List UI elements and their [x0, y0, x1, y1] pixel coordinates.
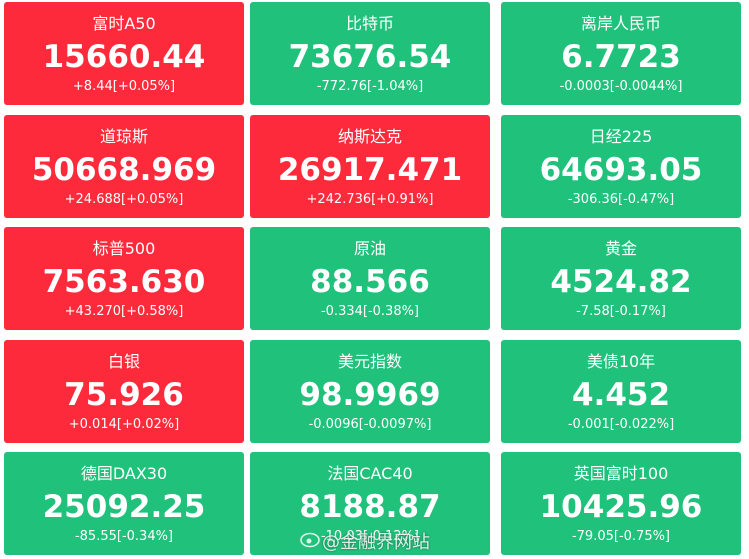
- tile-value: 98.9969: [299, 377, 441, 413]
- tile-change: -0.001[-0.022%]: [567, 417, 675, 432]
- tile-name: 离岸人民币: [580, 14, 661, 33]
- tile-change: -7.58[-0.17%]: [576, 304, 666, 319]
- market-tile: 美债10年 4.452 -0.001[-0.022%]: [501, 340, 741, 443]
- tile-change: +24.688[+0.05%]: [64, 192, 184, 207]
- tile-value: 7563.630: [42, 264, 206, 300]
- tile-value: 4.452: [571, 377, 671, 413]
- market-tile: 白银 75.926 +0.014[+0.02%]: [4, 340, 244, 443]
- tile-change: -10.03[-0.12%]: [320, 529, 420, 544]
- tile-change: -79.05[-0.75%]: [571, 529, 671, 544]
- tile-value: 64693.05: [539, 152, 703, 188]
- watermark: @金融界网站: [322, 532, 430, 553]
- tile-name: 富时A50: [92, 14, 156, 33]
- market-tile: 标普500 7563.630 +43.270[+0.58%]: [4, 227, 244, 330]
- tile-value: 75.926: [64, 377, 184, 413]
- tile-value: 25092.25: [42, 489, 206, 525]
- tile-change: -85.55[-0.34%]: [74, 529, 174, 544]
- tile-change: +8.44[+0.05%]: [72, 79, 176, 94]
- watermark-icon: [300, 532, 320, 548]
- tile-change: -772.76[-1.04%]: [316, 79, 424, 94]
- tile-name: 美债10年: [586, 352, 656, 371]
- tile-value: 8188.87: [299, 489, 441, 525]
- tile-change: +43.270[+0.58%]: [64, 304, 184, 319]
- market-tile: 法国CAC40 8188.87 -10.03[-0.12%]: [250, 452, 490, 555]
- tile-name: 法国CAC40: [327, 464, 413, 483]
- tile-change: +0.014[+0.02%]: [68, 417, 180, 432]
- tile-change: -0.334[-0.38%]: [320, 304, 420, 319]
- tile-name: 比特币: [345, 14, 394, 33]
- tile-change: +242.736[+0.91%]: [306, 192, 434, 207]
- market-tile: 道琼斯 50668.969 +24.688[+0.05%]: [4, 115, 244, 218]
- tile-value: 73676.54: [288, 39, 452, 75]
- tile-change: -0.0003[-0.0044%]: [559, 79, 683, 94]
- market-tile: 美元指数 98.9969 -0.0096[-0.0097%]: [250, 340, 490, 443]
- tile-value: 26917.471: [277, 152, 463, 188]
- tile-name: 黄金: [604, 239, 637, 258]
- market-tile: 黄金 4524.82 -7.58[-0.17%]: [501, 227, 741, 330]
- tile-name: 原油: [353, 239, 386, 258]
- tile-name: 标普500: [92, 239, 156, 258]
- market-tile: 纳斯达克 26917.471 +242.736[+0.91%]: [250, 115, 490, 218]
- tile-value: 15660.44: [42, 39, 206, 75]
- market-tile: 英国富时100 10425.96 -79.05[-0.75%]: [501, 452, 741, 555]
- tile-name: 美元指数: [337, 352, 402, 371]
- market-tile: 比特币 73676.54 -772.76[-1.04%]: [250, 2, 490, 105]
- tile-name: 德国DAX30: [80, 464, 168, 483]
- tile-value: 6.7723: [561, 39, 681, 75]
- tile-name: 纳斯达克: [337, 127, 402, 146]
- tile-name: 白银: [107, 352, 140, 371]
- market-tile: 德国DAX30 25092.25 -85.55[-0.34%]: [4, 452, 244, 555]
- market-tile: 离岸人民币 6.7723 -0.0003[-0.0044%]: [501, 2, 741, 105]
- market-tile: 富时A50 15660.44 +8.44[+0.05%]: [4, 2, 244, 105]
- tile-value: 4524.82: [550, 264, 692, 300]
- tile-name: 日经225: [589, 127, 653, 146]
- market-tile: 日经225 64693.05 -306.36[-0.47%]: [501, 115, 741, 218]
- tile-name: 道琼斯: [99, 127, 148, 146]
- tile-name: 英国富时100: [573, 464, 669, 483]
- tile-change: -0.0096[-0.0097%]: [308, 417, 432, 432]
- tile-value: 88.566: [310, 264, 430, 300]
- tile-change: -306.36[-0.47%]: [567, 192, 675, 207]
- tile-value: 50668.969: [31, 152, 217, 188]
- market-tile: 原油 88.566 -0.334[-0.38%]: [250, 227, 490, 330]
- tile-value: 10425.96: [539, 489, 703, 525]
